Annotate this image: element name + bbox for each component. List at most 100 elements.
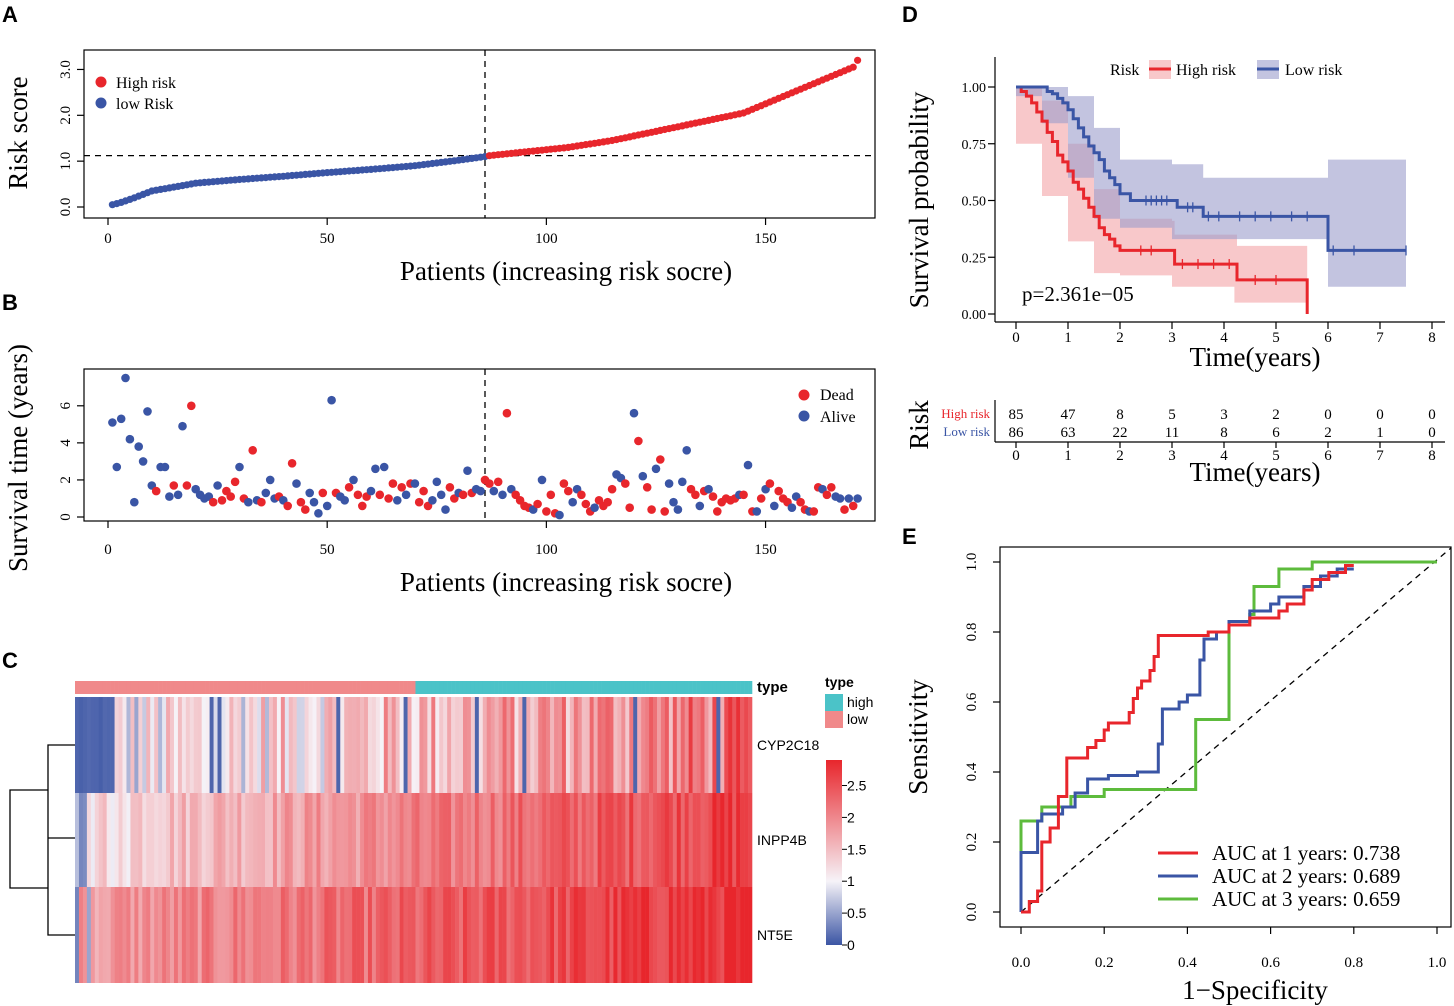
- heatmap-cell: [193, 793, 199, 887]
- heatmap-cell: [470, 793, 476, 887]
- alive-point: [116, 414, 126, 424]
- heatmap-cell: [193, 697, 199, 793]
- heatmap-cell: [296, 697, 301, 793]
- alive-point: [695, 501, 705, 511]
- heatmap-cell: [447, 793, 452, 887]
- heatmap-cell: [419, 887, 424, 983]
- type-annotation-cell: [170, 681, 175, 694]
- heatmap-cell: [688, 887, 693, 983]
- type-annotation-cell: [589, 681, 594, 694]
- heatmap-cell: [601, 887, 606, 983]
- type-annotation-cell: [585, 681, 590, 694]
- heatmap-cell: [268, 793, 274, 887]
- heatmap-cell: [304, 697, 309, 793]
- dead-point: [642, 483, 652, 492]
- roc-curve-1-year: [1021, 564, 1354, 914]
- alive-point: [770, 501, 779, 511]
- alive-point: [327, 395, 336, 405]
- dead-point: [708, 492, 718, 501]
- panel-d-p-value: p=2.361e−05: [1022, 282, 1134, 306]
- heatmap-cell: [241, 887, 246, 983]
- heatmap-cell: [233, 697, 238, 793]
- panel-c-row-label-nt5e: NT5E: [757, 927, 793, 943]
- heatmap-cell: [680, 887, 685, 983]
- heatmap-cell: [550, 697, 555, 793]
- heatmap-cell: [696, 793, 701, 887]
- risk-table-row-label-high: High risk: [941, 406, 990, 421]
- heatmap-cell: [534, 697, 539, 793]
- heatmap-cell: [284, 697, 290, 793]
- heatmap-cell: [249, 793, 254, 887]
- dead-point: [625, 503, 634, 512]
- alive-point: [138, 457, 148, 466]
- type-annotation-cell: [98, 681, 104, 694]
- panel-e-y-tick-label: 0.0: [964, 903, 980, 922]
- dead-point: [774, 486, 783, 496]
- dead-point: [822, 490, 832, 500]
- type-annotation-cell: [451, 681, 456, 694]
- panel-label-a: A: [2, 2, 18, 27]
- type-annotation-cell: [90, 681, 96, 694]
- heatmap-cell: [704, 887, 709, 983]
- heatmap-cell: [276, 793, 282, 887]
- heatmap-cell: [403, 887, 408, 983]
- heatmap-cell: [114, 887, 119, 983]
- legend-alive-marker: [798, 410, 810, 422]
- heatmap-cell: [364, 887, 369, 983]
- heatmap-cell: [439, 887, 444, 983]
- type-annotation-cell: [237, 681, 242, 694]
- dead-point: [397, 483, 407, 492]
- heatmap-cell: [197, 793, 202, 887]
- heatmap-cell: [593, 697, 598, 793]
- panel-c-type-legend-title: type: [825, 674, 854, 690]
- heatmap-cell: [451, 697, 456, 793]
- heatmap-cell: [554, 697, 559, 793]
- type-annotation-cell: [229, 681, 234, 694]
- risk-table-x-tick-label: 3: [1168, 448, 1176, 464]
- heatmap-cell: [181, 697, 187, 793]
- type-annotation-cell: [225, 681, 230, 694]
- heatmap-cell: [649, 697, 654, 793]
- heatmap-cell: [672, 887, 678, 983]
- type-annotation-cell: [601, 681, 606, 694]
- heatmap-cell: [629, 793, 634, 887]
- heatmap-cell: [379, 793, 385, 887]
- type-annotation-cell: [360, 681, 365, 694]
- type-annotation-cell: [569, 681, 575, 694]
- dead-point: [384, 494, 393, 503]
- type-annotation-cell: [379, 681, 385, 694]
- heatmap-cell: [637, 793, 642, 887]
- type-annotation-cell: [676, 681, 682, 694]
- heatmap-cell: [712, 697, 717, 793]
- panel-b-y-axis-title: Survival time (years): [3, 344, 33, 572]
- panel-d-legend-high-label: High risk: [1176, 62, 1236, 79]
- alive-point: [476, 486, 485, 496]
- type-annotation-cell: [625, 681, 630, 694]
- type-annotation-cell: [75, 681, 80, 694]
- heatmap-cell: [478, 697, 484, 793]
- heatmap-cell: [597, 887, 602, 983]
- heatmap-cell: [593, 793, 598, 887]
- dead-point: [485, 479, 494, 488]
- heatmap-cell: [134, 793, 139, 887]
- dead-point: [493, 477, 503, 487]
- heatmap-cell: [268, 887, 274, 983]
- heatmap-cell: [221, 697, 226, 793]
- alive-point: [108, 418, 117, 427]
- type-annotation-cell: [538, 681, 543, 694]
- heatmap-cell: [530, 887, 535, 983]
- type-annotation-cell: [332, 681, 337, 694]
- panel-a-x-tick-label: 50: [320, 231, 335, 247]
- heatmap-cell: [415, 697, 420, 793]
- type-annotation-cell: [605, 681, 610, 694]
- heatmap-cell: [122, 793, 127, 887]
- type-annotation-cell: [565, 681, 571, 694]
- dead-point: [621, 479, 630, 488]
- dead-point: [502, 408, 512, 418]
- heatmap-cell: [134, 697, 139, 793]
- dead-point: [603, 497, 612, 507]
- heatmap-cell: [443, 697, 448, 793]
- dead-point: [414, 497, 424, 507]
- heatmap-cell: [740, 887, 745, 983]
- heatmap-cell: [332, 887, 337, 983]
